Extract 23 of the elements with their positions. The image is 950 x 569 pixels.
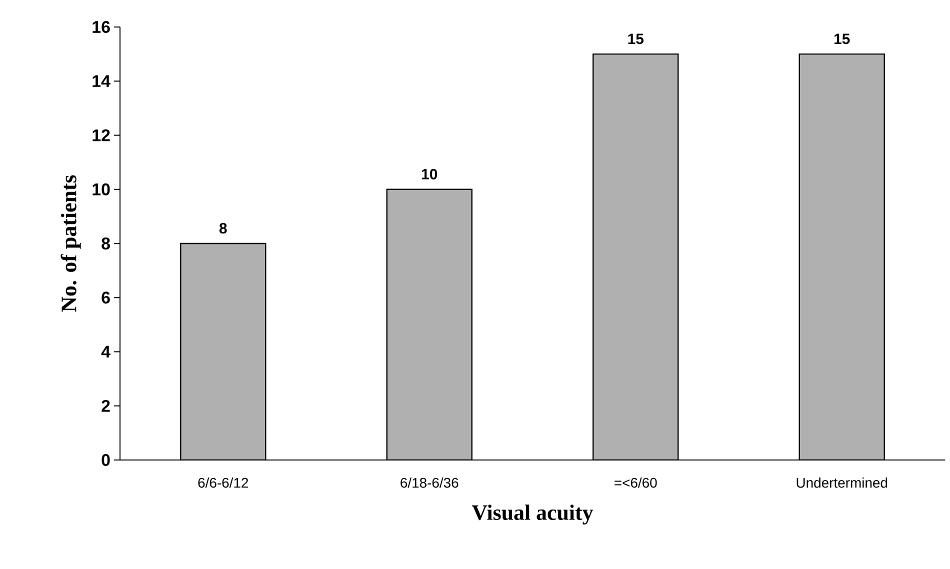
x-axis-title: Visual acuity — [472, 504, 594, 525]
data-label: 15 — [834, 34, 850, 44]
bar — [180, 242, 266, 460]
y-axis-title: No. of patients — [60, 175, 81, 312]
y-tick-label: 6 — [102, 292, 110, 304]
y-tick-label: 0 — [102, 454, 110, 466]
y-tick-label: 16 — [92, 20, 110, 33]
y-tick-label: 4 — [101, 346, 110, 358]
y-tick-label: 14 — [92, 75, 110, 87]
x-tick-label: =<6/60 — [614, 478, 657, 488]
bar — [798, 53, 885, 460]
y-tick-label: 8 — [102, 237, 110, 250]
bar — [592, 53, 679, 460]
bar — [386, 188, 472, 460]
data-label: 10 — [422, 168, 438, 180]
x-tick-label: 6/6-6/12 — [198, 478, 248, 488]
data-label: 15 — [628, 34, 644, 44]
data-label: 8 — [219, 222, 227, 234]
x-tick-label: Undertermined — [796, 478, 888, 488]
y-tick-label: 2 — [102, 400, 110, 412]
y-tick-label: 12 — [92, 129, 110, 142]
y-tick-label: 10 — [92, 183, 110, 196]
x-tick-label: 6/18-6/36 — [400, 478, 458, 488]
